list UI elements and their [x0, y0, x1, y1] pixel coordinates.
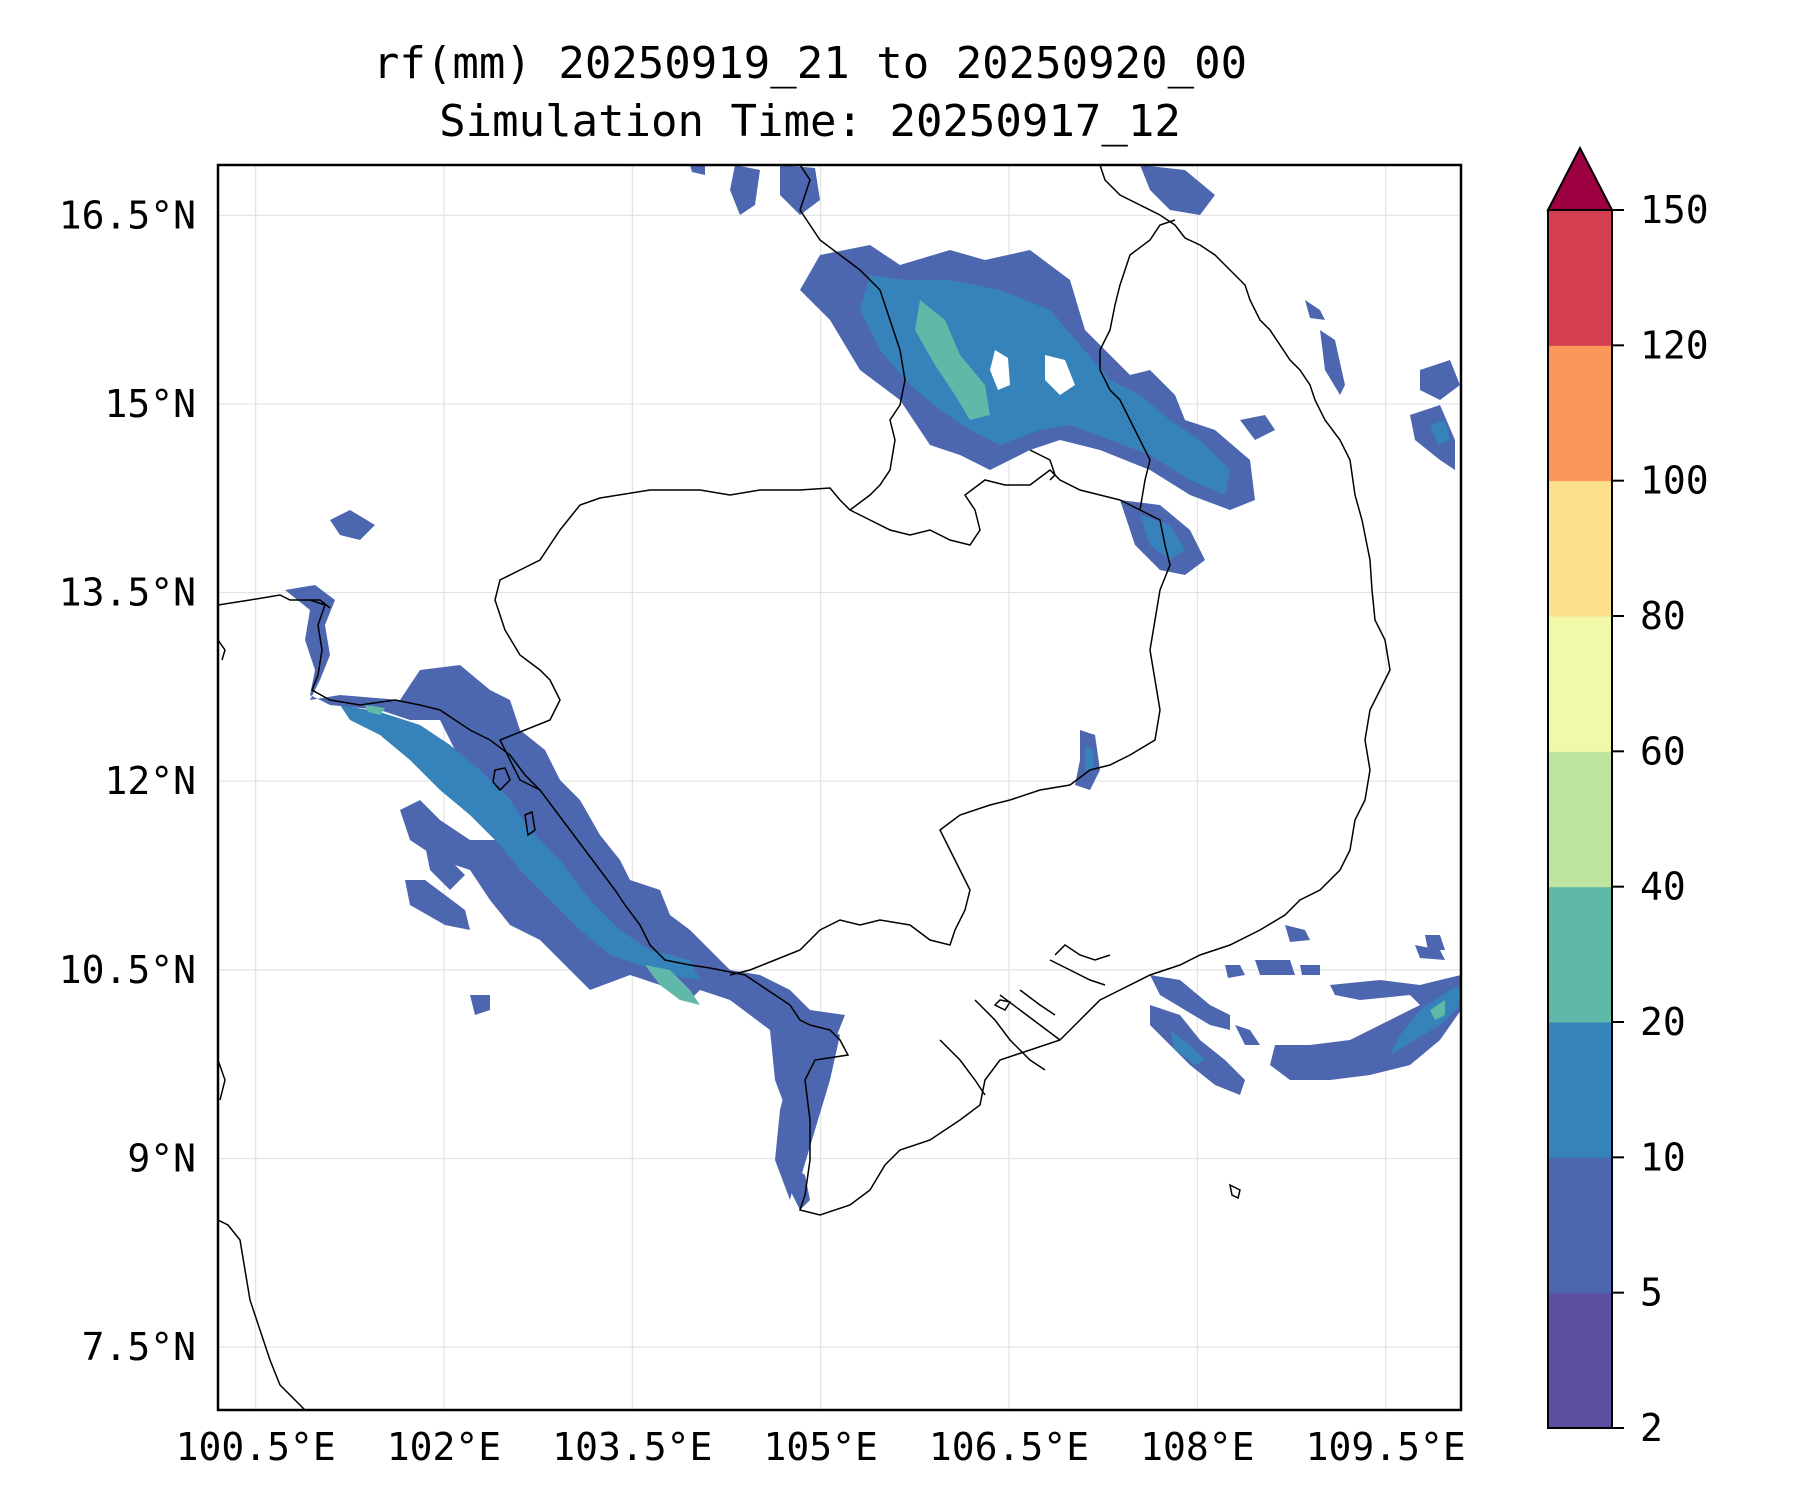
map-gridlines	[218, 165, 1461, 1410]
colorbar-segment	[1548, 1157, 1612, 1294]
colorbar-extend-arrow	[1546, 145, 1614, 211]
colorbar-segment	[1548, 480, 1612, 617]
lon-tick-label: 100.5°E	[176, 1425, 336, 1469]
lon-tick-label: 103.5°E	[552, 1425, 712, 1469]
lat-tick-label: 10.5°N	[59, 948, 196, 992]
latitude-axis: 16.5°N 15°N 13.5°N 12°N 10.5°N 9°N 7.5°N	[59, 193, 196, 1369]
colorbar-segment	[1548, 1292, 1612, 1429]
map-title-line-2: Simulation Time: 20250917_12	[439, 96, 1181, 147]
colorbar-tick-label: 150	[1640, 188, 1709, 232]
colorbar-tick-label: 40	[1640, 865, 1686, 909]
lon-tick-label: 102°E	[387, 1425, 501, 1469]
lon-tick-label: 106.5°E	[929, 1425, 1089, 1469]
colorbar-tick-label: 120	[1640, 323, 1709, 367]
colorbar-segment	[1548, 751, 1612, 888]
colorbar-tick-label: 80	[1640, 594, 1686, 638]
lat-tick-label: 15°N	[104, 382, 196, 426]
lat-tick-label: 9°N	[127, 1136, 196, 1180]
colorbar-segment	[1548, 345, 1612, 482]
lat-tick-label: 16.5°N	[59, 193, 196, 237]
rainfall-colorbar: 2 5 10 20 40 60 80 100 120 150	[1546, 145, 1709, 1450]
colorbar-segment	[1548, 1022, 1612, 1158]
lon-tick-label: 109.5°E	[1306, 1425, 1466, 1469]
lat-tick-label: 12°N	[104, 759, 196, 803]
colorbar-segment	[1548, 886, 1612, 1023]
colorbar-frame	[1547, 209, 1613, 1429]
colorbar-tick-label: 60	[1640, 729, 1686, 773]
colorbar-tick-label: 20	[1640, 1000, 1686, 1044]
map-frame	[216, 163, 1463, 1412]
rain-band-gulf	[285, 585, 1100, 1210]
map-title-line-1: rf(mm) 20250919_21 to 20250920_00	[372, 38, 1248, 89]
colorbar-tick-label: 10	[1640, 1135, 1686, 1179]
longitude-axis: 100.5°E 102°E 103.5°E 105°E 106.5°E 108°E 109.…	[176, 1425, 1466, 1469]
rainfall-field	[285, 165, 1461, 1210]
rain-blobs-north	[330, 165, 1460, 540]
rain-band-southeast	[1150, 925, 1461, 1095]
lat-tick-label: 13.5°N	[59, 571, 196, 615]
coastlines-and-borders	[218, 165, 1391, 1410]
lon-tick-label: 105°E	[763, 1425, 877, 1469]
colorbar-tick-label: 100	[1640, 459, 1709, 503]
rain-band-northeast	[800, 245, 1255, 575]
lat-tick-label: 7.5°N	[82, 1325, 196, 1369]
colorbar-segment	[1548, 616, 1612, 752]
colorbar-tick-label: 2	[1640, 1406, 1663, 1450]
colorbar-tick-label: 5	[1640, 1271, 1663, 1315]
lon-tick-label: 108°E	[1140, 1425, 1254, 1469]
colorbar-segment	[1548, 210, 1612, 346]
